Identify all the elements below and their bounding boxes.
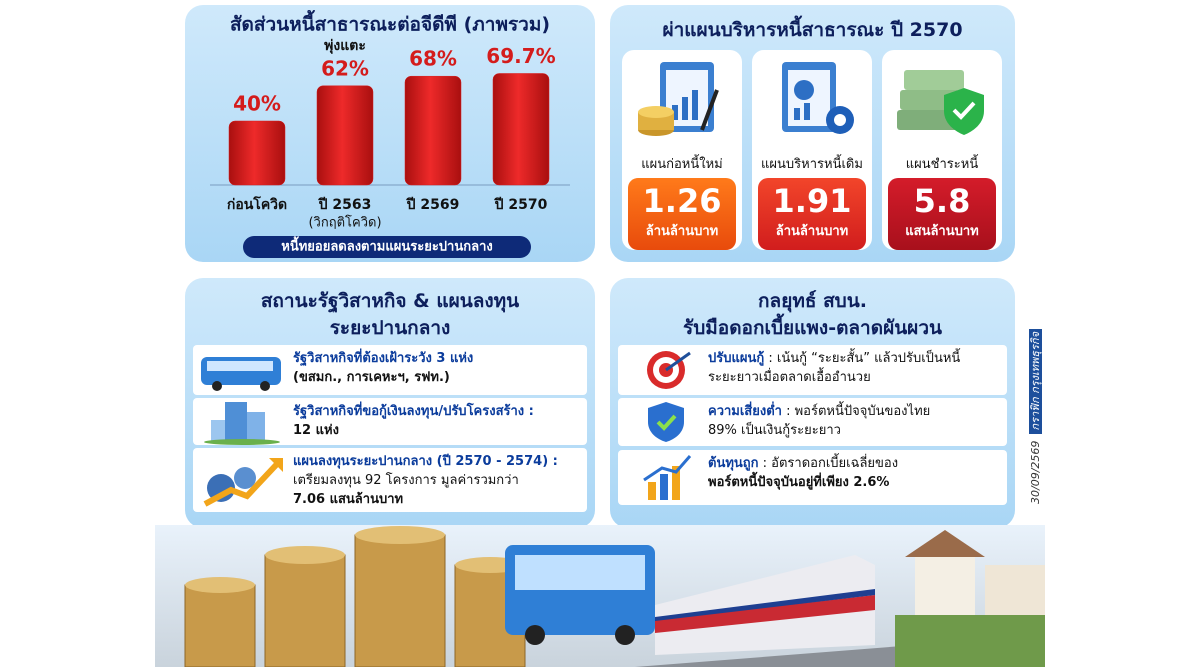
- photo-strip: [155, 525, 1045, 667]
- credit-source: กราฟิก กรุงเทพธุรกิจ: [1029, 328, 1042, 434]
- chart-note: หนี้ทยอยลดลงตามแผนระยะปานกลาง: [281, 236, 492, 255]
- item-text: ความเสี่ยงต่ำ : พอร์ตหนี้ปัจจุบันของไทย 8…: [708, 402, 930, 440]
- item-row: รัฐวิสาหกิจที่ต้องเฝ้าระวัง 3 แห่ง (ขสมก.…: [193, 345, 587, 395]
- plan-card: แผนบริหารหนี้เดิม 1.91 ล้านล้านบาท: [752, 50, 872, 250]
- card-label: แผนชำระหนี้: [905, 157, 979, 172]
- item-heading: ต้นทุนถูก: [708, 456, 759, 471]
- item-text: รัฐวิสาหกิจที่ต้องเฝ้าระวัง 3 แห่ง (ขสมก.…: [293, 349, 473, 387]
- item-row: ความเสี่ยงต่ำ : พอร์ตหนี้ปัจจุบันของไทย 8…: [618, 398, 1007, 446]
- plan-card: แผนชำระหนี้ 5.8 แสนล้านบาท: [882, 50, 1002, 250]
- debt-plan-panel: ผ่าแผนบริหารหนี้สาธารณะ ปี 2570 แผนก่อหน…: [610, 5, 1015, 262]
- item-line: 89% เป็นเงินกู้ระยะยาว: [708, 423, 841, 438]
- panel-title: รับมือดอกเบี้ยแพง-ตลาดผันผวน: [683, 317, 942, 339]
- card-label: แผนบริหารหนี้เดิม: [761, 157, 863, 172]
- chart: สัดส่วนหนี้สาธารณะต่อจีดีพี (ภาพรวม) หนี…: [210, 10, 570, 258]
- note-pill: [243, 236, 531, 258]
- icon: [782, 62, 854, 134]
- item-line: : พอร์ตหนี้ปัจจุบันของไทย: [786, 404, 931, 419]
- panel-title: ผ่าแผนบริหารหนี้สาธารณะ ปี 2570: [662, 19, 963, 41]
- credit-date: 30/09/2569: [1029, 440, 1042, 504]
- strategy-panel: กลยุทธ์ สบน. รับมือดอกเบี้ยแพง-ตลาดผันผว…: [610, 278, 1015, 528]
- card-label: แผนก่อหนี้ใหม่: [641, 157, 723, 172]
- item-line: : อัตราดอกเบี้ยเฉลี่ยของ: [762, 456, 899, 471]
- bar: [492, 73, 550, 186]
- card-value: 1.26: [642, 182, 722, 220]
- annotation: พุ่งแตะ: [324, 38, 366, 54]
- item-text: ต้นทุนถูก : อัตราดอกเบี้ยเฉลี่ยของพอร์ตห…: [708, 454, 898, 492]
- item-line: 12 แห่ง: [293, 423, 339, 438]
- bar: [228, 120, 286, 186]
- value-label: 69.7%: [486, 44, 555, 68]
- bar: [316, 85, 374, 186]
- bus-icon: [201, 357, 281, 391]
- chart-icon: [643, 455, 692, 500]
- item-line: พอร์ตหนี้ปัจจุบันอยู่ที่เพียง 2.6%: [708, 475, 890, 490]
- value-box: 5.8 แสนล้านบาท: [888, 178, 996, 250]
- credit: 30/09/2569 กราฟิก กรุงเทพธุรกิจ: [1026, 328, 1044, 504]
- plan-card: แผนก่อหนี้ใหม่ 1.26 ล้านล้านบาท: [622, 50, 742, 250]
- x-tick-label: ปี 2563: [317, 197, 371, 213]
- state-enterprise-panel: สถานะรัฐวิสาหกิจ & แผนลงทุน ระยะปานกลาง …: [185, 278, 595, 528]
- item-text: แผนลงทุนระยะปานกลาง (ปี 2570 - 2574) : เต…: [293, 452, 558, 509]
- x-tick-label: ปี 2569: [405, 197, 459, 213]
- item-row: ต้นทุนถูก : อัตราดอกเบี้ยเฉลี่ยของพอร์ตห…: [618, 450, 1007, 505]
- value-label: 40%: [233, 92, 281, 116]
- annotation: (วิกฤติโควิด): [308, 215, 381, 231]
- value-box: 1.26 ล้านล้านบาท: [628, 178, 736, 250]
- item-line: 7.06 แสนล้านบาท: [293, 492, 404, 507]
- item-text: ปรับแผนกู้ : เน้นกู้ “ระยะสั้น” แล้วปรับ…: [708, 349, 960, 387]
- item-line: : เน้นกู้ “ระยะสั้น” แล้วปรับเป็นหนี้: [768, 351, 961, 366]
- item-row: รัฐวิสาหกิจที่ขอกู้เงินลงทุน/ปรับโครงสร้…: [193, 398, 587, 445]
- item-heading: แผนลงทุนระยะปานกลาง (ปี 2570 - 2574) :: [293, 454, 558, 469]
- x-tick-label: ปี 2570: [493, 197, 547, 213]
- value-label: 62%: [321, 56, 369, 80]
- value-box: 1.91 ล้านล้านบาท: [758, 178, 866, 250]
- card-unit: แสนล้านบาท: [905, 224, 979, 239]
- panel-title: ระยะปานกลาง: [329, 317, 451, 339]
- target-icon: [647, 351, 691, 389]
- item-heading: ความเสี่ยงต่ำ: [708, 404, 782, 419]
- icon: [638, 62, 719, 136]
- card-value: 1.91: [772, 182, 852, 220]
- panel-title: กลยุทธ์ สบน.: [758, 290, 867, 312]
- icon: [897, 70, 984, 135]
- item-heading: รัฐวิสาหกิจที่ขอกู้เงินลงทุน/ปรับโครงสร้…: [293, 404, 534, 419]
- item-line: เตรียมลงทุน 92 โครงการ มูลค่ารวมกว่า: [293, 473, 519, 488]
- item-text: รัฐวิสาหกิจที่ขอกู้เงินลงทุน/ปรับโครงสร้…: [293, 402, 534, 440]
- item-line: ระยะยาวเมื่อตลาดเอื้ออำนวย: [708, 370, 871, 385]
- item-line: (ขสมก., การเคหะฯ, รฟท.): [293, 370, 450, 385]
- building-icon: [204, 402, 280, 445]
- item-row: ปรับแผนกู้ : เน้นกู้ “ระยะสั้น” แล้วปรับ…: [618, 345, 1007, 395]
- value-label: 68%: [409, 47, 457, 71]
- item-heading: ปรับแผนกู้: [708, 351, 765, 366]
- item-row: แผนลงทุนระยะปานกลาง (ปี 2570 - 2574) : เต…: [193, 448, 587, 512]
- shield-icon: [648, 402, 684, 442]
- x-tick-label: ก่อนโควิด: [227, 195, 287, 213]
- card-unit: ล้านล้านบาท: [775, 224, 849, 239]
- panel-title: สถานะรัฐวิสาหกิจ & แผนลงทุน: [260, 290, 520, 312]
- card-unit: ล้านล้านบาท: [645, 224, 719, 239]
- bar: [404, 75, 462, 186]
- card-value: 5.8: [913, 182, 971, 220]
- chart-title: สัดส่วนหนี้สาธารณะต่อจีดีพี (ภาพรวม): [230, 10, 550, 36]
- debt-ratio-panel: สัดส่วนหนี้สาธารณะต่อจีดีพี (ภาพรวม) หนี…: [185, 5, 595, 262]
- item-heading: รัฐวิสาหกิจที่ต้องเฝ้าระวัง 3 แห่ง: [293, 351, 474, 366]
- growth-icon: [203, 458, 283, 507]
